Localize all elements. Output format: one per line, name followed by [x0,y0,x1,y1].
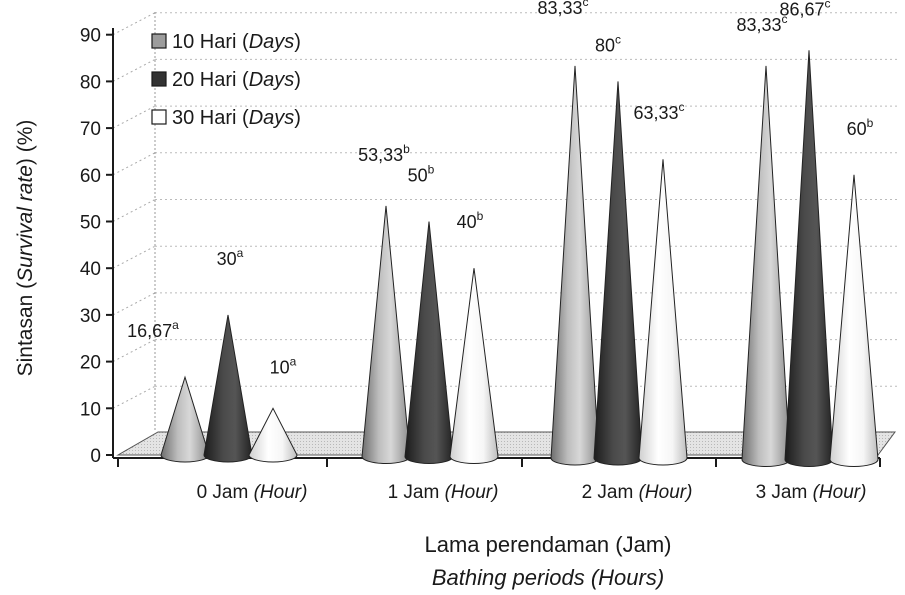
y-tick-label: 0 [90,446,101,467]
cone-30-hari-2 [638,159,688,466]
cone-10-hari-0 [160,375,210,463]
cone-body [638,159,688,466]
x-tick-label: 3 Jam (Hour) [756,482,867,503]
cone-body [829,174,879,467]
legend-swatch [151,33,167,49]
cone-body [784,50,834,467]
y-axis-title: Sintasan (Survival rate) (%) [14,120,37,377]
cone-10-hari-3 [741,65,791,467]
legend: 10 Hari (Days) 20 Hari (Days) 30 Hari (Day… [151,31,301,129]
x-axis-labels: 0 Jam (Hour) 1 Jam (Hour) 2 Jam (Hour) 3 Ja… [197,482,867,503]
cone-body [593,81,643,466]
grid-line [112,245,156,269]
data-label: 83,33c [537,0,588,18]
data-label: 50b [408,163,435,186]
cone-body [404,221,454,464]
data-label: 30a [217,246,244,269]
legend-label: 20 Hari (Days) [172,69,301,91]
data-label: 63,33c [633,100,684,123]
grid-line [112,105,156,129]
data-label: 10a [270,354,297,377]
y-tick-label: 70 [80,119,101,140]
data-label: 60b [847,116,874,139]
y-tick-label: 10 [80,399,101,420]
legend-item-10-hari: 10 Hari (Days) [151,31,301,53]
y-tick-label: 50 [80,213,101,234]
grid-line [112,339,156,363]
y-tick-label: 60 [80,166,101,187]
y-tick-label: 20 [80,353,101,374]
cone-body [203,314,253,463]
x-tick-label: 0 Jam (Hour) [197,482,308,503]
legend-label: 10 Hari (Days) [172,31,301,53]
cone-body [160,375,210,463]
cone-body [361,205,411,464]
cone-10-hari-1 [361,205,411,464]
cone-10-hari-2 [550,65,600,466]
grid-line [112,12,156,36]
cone-body [449,268,499,464]
y-tick-label: 30 [80,306,101,327]
legend-swatch [151,109,167,125]
y-tick-label: 90 [80,26,101,47]
data-label: 53,33b [358,142,410,165]
data-label: 83,33c [736,12,787,35]
grid-line [112,152,156,176]
data-label: 40b [457,209,484,232]
data-label: 86,67c [779,0,830,19]
x-axis-title: Lama perendaman (Jam) [424,532,671,557]
cone-20-hari-0 [203,314,253,463]
y-axis-ticks: 0 10 20 30 40 50 60 70 80 90 [80,26,113,467]
x-tick-label: 2 Jam (Hour) [582,482,693,503]
cone-20-hari-2 [593,81,643,466]
grid-line [112,199,156,222]
y-tick-label: 40 [80,259,101,280]
cone-30-hari-0 [248,407,298,463]
cone-body [248,407,298,463]
x-axis-subtitle: Bathing periods (Hours) [432,565,664,590]
cone-body [741,65,791,467]
data-label: 16,67a [127,318,179,341]
data-label: 80c [595,32,621,55]
legend-item-30-hari: 30 Hari (Days) [151,107,301,129]
y-tick-label: 80 [80,72,101,93]
cone-body [550,65,600,466]
legend-swatch [151,71,167,87]
x-axis-tick-marks [117,458,881,467]
grid-line [112,385,156,409]
cones-layer [160,50,879,467]
x-tick-label: 1 Jam (Hour) [388,482,499,503]
cone-20-hari-3 [784,50,834,467]
cone-30-hari-1 [449,268,499,464]
legend-item-20-hari: 20 Hari (Days) [151,69,301,91]
grid-line [112,58,156,82]
cone-20-hari-1 [404,221,454,464]
grid-line [112,292,156,316]
cone-30-hari-3 [829,174,879,467]
legend-label: 30 Hari (Days) [172,107,301,129]
